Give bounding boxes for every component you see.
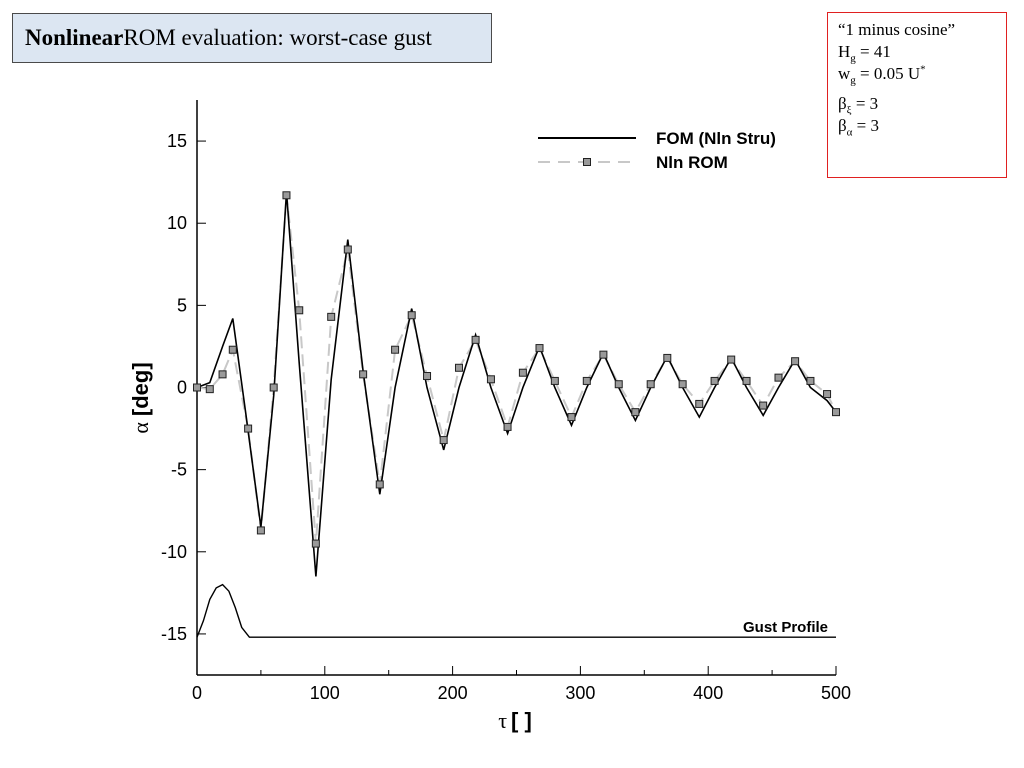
slide-title-bold: Nonlinear	[25, 25, 124, 50]
rom-series-line	[196, 195, 837, 544]
rom-marker	[582, 376, 591, 385]
rom-marker	[311, 539, 320, 548]
x-tick-label: 0	[192, 683, 202, 703]
rom-marker	[742, 376, 751, 385]
rom-marker	[695, 399, 704, 408]
y-tick-label: -10	[161, 542, 187, 562]
rom-marker	[791, 357, 800, 366]
rom-marker	[391, 345, 400, 354]
x-tick-label: 200	[438, 683, 468, 703]
rom-marker	[193, 383, 201, 392]
rom-marker	[832, 408, 840, 417]
rom-marker	[327, 312, 336, 321]
rom-marker	[759, 401, 768, 410]
rom-marker	[205, 385, 214, 394]
x-tick-label: 500	[821, 683, 851, 703]
y-tick-label: 0	[177, 378, 187, 398]
y-tick-label: 5	[177, 295, 187, 315]
rom-marker	[678, 380, 687, 389]
rom-marker	[774, 373, 783, 382]
rom-marker	[614, 380, 623, 389]
rom-marker	[256, 526, 265, 535]
y-tick-label: 10	[167, 213, 187, 233]
gust-amplitude-param: wg = 0.05 U*	[838, 63, 926, 87]
gust-length-param: Hg = 41	[838, 42, 891, 65]
rom-marker	[567, 413, 576, 422]
legend-fom-label: FOM (Nln Stru)	[656, 129, 776, 148]
rom-marker	[727, 355, 736, 364]
rom-marker	[550, 376, 559, 385]
y-axis-label: α[deg]	[128, 362, 153, 433]
gust-profile-line	[196, 583, 836, 638]
gust-profile-annotation: Gust Profile	[743, 619, 828, 636]
rom-marker	[407, 311, 416, 320]
rom-marker	[244, 424, 253, 433]
chart-axes: 0 100 200 300 400 500 15 10 5 0 -5 -10 -15	[161, 100, 851, 703]
x-tick-label: 400	[693, 683, 723, 703]
beta-alpha-param: βα = 3	[838, 116, 880, 139]
rom-marker	[228, 345, 237, 354]
slide-title-rest: ROM evaluation: worst-case gust	[123, 25, 432, 50]
rom-marker	[218, 370, 227, 379]
beta-xi-param: βξ = 3	[838, 94, 879, 117]
rom-marker	[599, 350, 608, 359]
rom-marker	[282, 191, 291, 200]
rom-marker	[375, 480, 384, 489]
rom-marker	[439, 436, 448, 445]
rom-marker	[518, 368, 527, 377]
rom-marker	[471, 335, 480, 344]
y-tick-label: -5	[171, 460, 187, 480]
rom-marker	[423, 372, 432, 380]
rom-marker	[710, 376, 719, 385]
rom-marker	[535, 344, 544, 353]
rom-marker	[454, 363, 463, 372]
rom-marker	[823, 390, 832, 399]
rom-marker	[503, 422, 512, 431]
rom-marker	[646, 380, 655, 389]
x-axis-label: τ[ ]	[498, 708, 532, 733]
rom-marker	[486, 375, 495, 384]
rom-marker	[343, 245, 352, 254]
gust-type-label: “1 minus cosine”	[838, 20, 956, 39]
rom-marker	[269, 383, 278, 392]
rom-marker	[359, 370, 368, 379]
x-tick-label: 100	[310, 683, 340, 703]
rom-marker	[663, 353, 672, 362]
x-tick-label: 300	[565, 683, 595, 703]
rom-marker	[631, 408, 640, 417]
parameter-box: “1 minus cosine” Hg = 41 wg = 0.05 U* βξ…	[827, 12, 1007, 178]
legend-rom-marker	[583, 158, 591, 166]
rom-marker	[806, 376, 815, 385]
slide-title: Nonlinear ROM evaluation: worst-case gus…	[12, 13, 492, 63]
y-tick-label: 15	[167, 131, 187, 151]
chart-legend: FOM (Nln Stru) Nln ROM	[538, 129, 776, 172]
chart-series	[193, 191, 840, 638]
y-tick-label: -15	[161, 624, 187, 644]
legend-rom-label: Nln ROM	[656, 153, 728, 172]
rom-marker	[295, 306, 304, 315]
